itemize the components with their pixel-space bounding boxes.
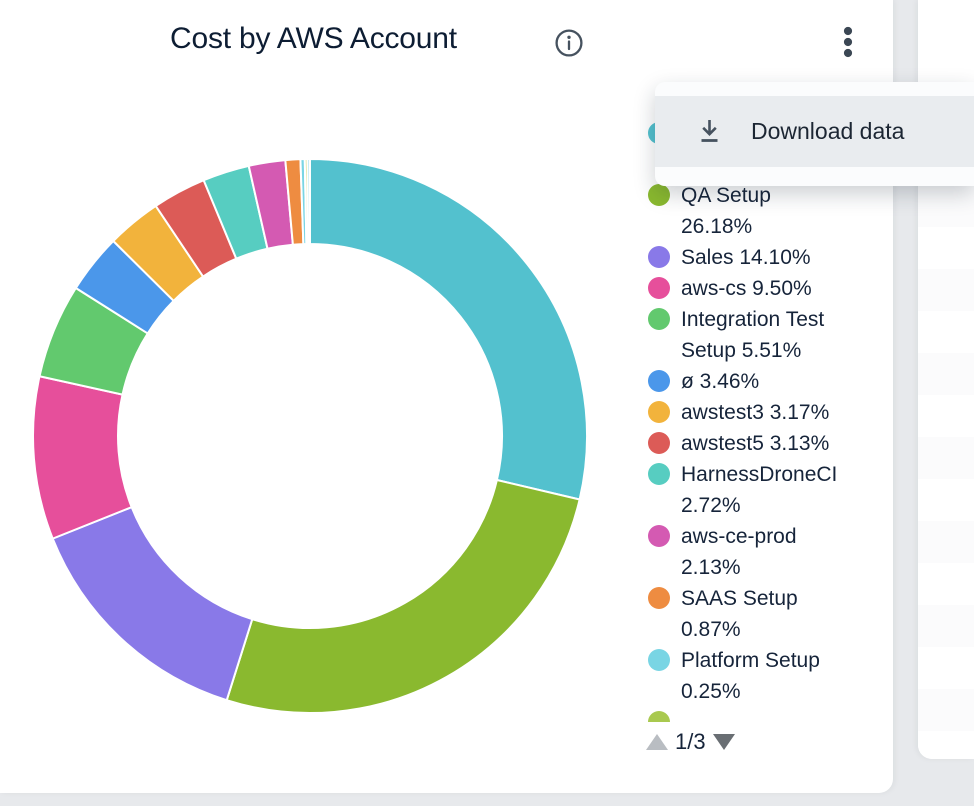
legend-swatch xyxy=(648,711,670,722)
legend-label: HarnessDroneCI 2.72% xyxy=(681,459,837,521)
legend-item: HarnessDroneCI 2.72% xyxy=(648,459,888,521)
legend-page-indicator: 1/3 xyxy=(675,729,706,754)
legend-label-line: aws-cs 9.50% xyxy=(681,277,812,300)
legend-label: QA Setup 26.18% xyxy=(681,180,771,242)
adjacent-card-rows xyxy=(918,185,974,759)
legend-swatch xyxy=(648,401,670,423)
chart-legend: QA Setup 26.18% Sales 14.10% aws-cs 9.50% In… xyxy=(648,118,888,722)
legend-swatch xyxy=(648,246,670,268)
download-data-label: Download data xyxy=(751,118,905,144)
legend-label-line: Platform Setup xyxy=(681,649,820,672)
more-options-button[interactable] xyxy=(834,20,862,64)
legend-label: Sales 14.10% xyxy=(681,242,811,273)
legend-swatch xyxy=(648,184,670,206)
legend-item: QA Setup 26.18% xyxy=(648,180,888,242)
legend-page-down-button[interactable] xyxy=(712,734,735,750)
legend-swatch xyxy=(648,432,670,454)
legend-swatch xyxy=(648,525,670,547)
legend-swatch xyxy=(648,649,670,671)
legend-label-line: SAAS Setup xyxy=(681,587,798,610)
legend-label-line: QA Setup xyxy=(681,184,771,207)
chart-title: Cost by AWS Account xyxy=(170,22,457,55)
legend-label: Platform Setup 0.25% xyxy=(681,645,820,707)
legend-label-line: awstest5 3.13% xyxy=(681,432,830,455)
donut-chart xyxy=(32,157,588,715)
donut-segment[interactable] xyxy=(225,478,581,715)
download-icon xyxy=(701,120,718,142)
legend-swatch xyxy=(648,463,670,485)
legend-label-line: 2.72% xyxy=(681,494,741,517)
legend-label: aws-ce-prod 2.13% xyxy=(681,521,797,583)
legend-label: ø 3.46% xyxy=(681,366,759,397)
legend-label-line: 0.87% xyxy=(681,618,741,641)
download-data-menu-item[interactable]: Download data xyxy=(655,96,974,167)
legend-item: ø 3.46% xyxy=(648,366,888,397)
donut-segment[interactable] xyxy=(306,157,311,246)
legend-label-line: Integration Test xyxy=(681,308,825,331)
info-icon-glyph xyxy=(555,29,583,57)
donut-segment[interactable] xyxy=(309,157,588,501)
legend-item: Integration Test Setup 5.51% xyxy=(648,304,888,366)
legend-label-line: ø 3.46% xyxy=(681,370,760,393)
donut-segment[interactable] xyxy=(51,505,254,702)
kebab-icon xyxy=(843,26,853,58)
legend-label-line: 2.13% xyxy=(681,556,741,579)
legend-item: aws-cs 9.50% xyxy=(648,273,888,304)
legend-label-line: awstest3 3.17% xyxy=(681,401,830,424)
legend-item: SAAS Setup 0.87% xyxy=(648,583,888,645)
legend-label-line: HarnessDroneCI xyxy=(681,463,838,486)
legend-label: aws-cs 9.50% xyxy=(681,273,812,304)
legend-label-line: 0.25% xyxy=(681,680,741,703)
legend-item xyxy=(648,707,888,722)
legend-label: awstest5 3.13% xyxy=(681,428,829,459)
legend-item: Sales 14.10% xyxy=(648,242,888,273)
legend-swatch xyxy=(648,277,670,299)
legend-label-line: Sales 14.10% xyxy=(681,246,811,269)
context-menu: Download data xyxy=(655,82,974,186)
legend-label-line: 26.18% xyxy=(681,215,753,238)
legend-label: awstest3 3.17% xyxy=(681,397,829,428)
legend-item: Platform Setup 0.25% xyxy=(648,645,888,707)
legend-swatch xyxy=(648,308,670,330)
legend-item: awstest5 3.13% xyxy=(648,428,888,459)
legend-pager: 1/3 xyxy=(646,728,735,756)
legend-item: aws-ce-prod 2.13% xyxy=(648,521,888,583)
legend-label-line: aws-ce-prod xyxy=(681,525,797,548)
legend-swatch xyxy=(648,587,670,609)
legend-swatch xyxy=(648,370,670,392)
legend-label-line: Setup 5.51% xyxy=(681,339,802,362)
legend-label: Integration Test Setup 5.51% xyxy=(681,304,824,366)
legend-label: SAAS Setup 0.87% xyxy=(681,583,798,645)
legend-item: awstest3 3.17% xyxy=(648,397,888,428)
info-icon[interactable] xyxy=(554,28,584,58)
legend-page-up-button[interactable] xyxy=(646,734,668,750)
